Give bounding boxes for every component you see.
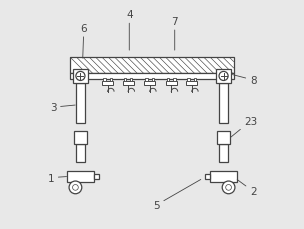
Bar <box>173 79 176 82</box>
Text: 23: 23 <box>231 116 257 137</box>
Bar <box>67 171 94 182</box>
Text: 7: 7 <box>171 17 178 51</box>
Bar <box>145 79 148 82</box>
Circle shape <box>69 181 82 194</box>
Text: 4: 4 <box>126 10 133 51</box>
Text: 3: 3 <box>50 103 75 113</box>
Bar <box>166 81 177 85</box>
Bar <box>70 58 234 74</box>
Bar <box>216 69 231 84</box>
Bar <box>217 131 230 144</box>
Bar <box>103 79 106 82</box>
Text: 1: 1 <box>47 173 67 183</box>
Bar <box>124 79 126 82</box>
Bar <box>123 81 133 85</box>
Bar <box>219 144 228 162</box>
Text: 8: 8 <box>233 75 257 86</box>
Bar <box>76 144 85 162</box>
Bar <box>186 81 197 85</box>
Bar <box>110 79 112 82</box>
Circle shape <box>76 72 85 81</box>
Text: 5: 5 <box>153 180 201 210</box>
Bar <box>70 74 234 79</box>
Bar <box>188 79 190 82</box>
Bar <box>76 84 85 124</box>
Text: 2: 2 <box>237 180 257 196</box>
Bar <box>152 79 154 82</box>
Bar <box>144 81 155 85</box>
Bar <box>130 79 133 82</box>
Bar <box>194 79 196 82</box>
Bar <box>210 171 237 182</box>
Bar <box>205 174 210 179</box>
Bar <box>74 131 87 144</box>
Text: 6: 6 <box>81 24 87 59</box>
Circle shape <box>226 185 231 191</box>
Bar <box>219 84 228 124</box>
Bar <box>94 174 99 179</box>
Bar <box>73 69 88 84</box>
Bar <box>167 79 169 82</box>
Circle shape <box>73 185 78 191</box>
Bar <box>102 81 113 85</box>
Circle shape <box>219 72 228 81</box>
Circle shape <box>222 181 235 194</box>
